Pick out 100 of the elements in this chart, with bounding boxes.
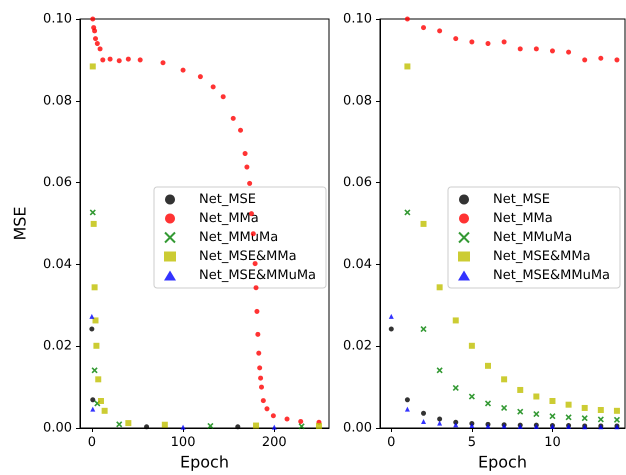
y-tick-label: 0.10 (343, 12, 372, 26)
point (264, 406, 270, 412)
y-tick-label: 0.00 (343, 420, 372, 436)
point (98, 46, 103, 52)
point (138, 57, 143, 62)
point (420, 220, 427, 227)
point (258, 376, 264, 381)
point (469, 423, 474, 428)
point (92, 28, 98, 34)
point (254, 285, 259, 290)
y-tick-label: 0.06 (343, 175, 372, 190)
point (501, 376, 508, 382)
point (516, 408, 524, 415)
point (92, 317, 99, 324)
point (614, 408, 620, 414)
point (298, 423, 305, 430)
point (436, 367, 443, 374)
point (108, 56, 113, 62)
point (598, 416, 604, 423)
point (116, 58, 122, 64)
point (598, 407, 604, 414)
point (126, 56, 131, 62)
point (93, 36, 98, 42)
point (91, 367, 98, 374)
point (253, 422, 260, 429)
point (404, 209, 411, 216)
point (98, 398, 104, 404)
point (518, 46, 523, 52)
point (614, 416, 620, 424)
point (533, 394, 540, 400)
legend-label: Net_MMa (493, 211, 553, 226)
y-tick-label: 0.08 (343, 93, 372, 108)
point (238, 128, 244, 133)
point (272, 424, 277, 430)
point (89, 326, 94, 332)
point (582, 404, 588, 411)
point (486, 41, 490, 46)
legend-label: Net_MSE&MMa (493, 249, 591, 264)
x-tick-label: 5 (468, 435, 476, 450)
legend-label: Net_MMa (199, 211, 259, 226)
y-tick-label: 0.02 (343, 338, 372, 354)
point (210, 84, 216, 90)
point (437, 28, 442, 34)
legend-label: Net_MSE&MMa (199, 249, 297, 264)
point (116, 421, 123, 428)
y-axis-title: MSE (10, 206, 30, 241)
x-tick-label: 0 (88, 435, 96, 450)
point (256, 350, 262, 356)
point (436, 284, 443, 290)
point (582, 57, 588, 62)
point (484, 362, 491, 369)
point (421, 25, 426, 30)
point (452, 384, 460, 392)
y-tick-label: 0.10 (43, 12, 72, 26)
point (260, 398, 266, 404)
legend-label: Net_MSE (493, 192, 550, 207)
point (468, 342, 475, 349)
y-tick-label: 0.04 (43, 256, 72, 272)
point (125, 420, 132, 426)
point (89, 209, 96, 216)
x-tick-label: 10 (544, 435, 561, 450)
point (316, 422, 322, 429)
point (95, 376, 102, 382)
x-axis-title: Epoch (478, 452, 527, 472)
point (468, 393, 476, 400)
point (437, 416, 442, 422)
point (452, 317, 459, 324)
x-tick-label: 200 (262, 435, 287, 450)
point (533, 410, 540, 418)
point (420, 326, 427, 332)
point (404, 406, 410, 412)
point (453, 36, 458, 42)
point (421, 410, 426, 416)
point (90, 397, 96, 402)
x-axis-title: Epoch (180, 452, 229, 472)
point (259, 384, 264, 390)
point (100, 57, 106, 62)
point (566, 50, 572, 55)
point (230, 116, 236, 121)
y-tick-label: 0.06 (43, 175, 72, 190)
point (534, 46, 539, 52)
point (565, 414, 572, 421)
legend-label: Net_MSE (199, 192, 256, 207)
point (93, 342, 100, 349)
point (144, 424, 150, 430)
point (94, 41, 100, 46)
point (198, 74, 203, 80)
point (162, 422, 168, 428)
point (298, 418, 304, 424)
point (549, 412, 556, 420)
point (242, 151, 248, 156)
y-tick-label: 0.00 (43, 420, 72, 436)
legend-label: Net_MSE&MMuMa (199, 268, 316, 283)
y-tick-label: 0.02 (43, 338, 72, 354)
point (404, 16, 410, 22)
point (160, 60, 166, 66)
point (220, 94, 226, 100)
point (244, 164, 250, 170)
legend-label: Net_MSE&MMuMa (493, 268, 610, 283)
point (581, 414, 588, 422)
